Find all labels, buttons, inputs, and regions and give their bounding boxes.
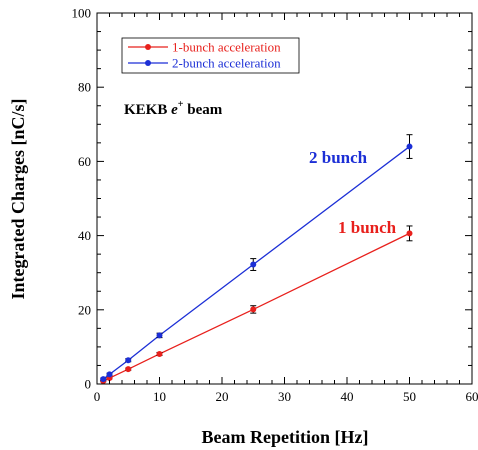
y-tick-label: 0 [85, 377, 92, 392]
annotation-2bunch: 2 bunch [309, 148, 368, 167]
plot-layer [100, 134, 413, 385]
data-point-2bunch [250, 261, 257, 268]
legend-marker-2bunch [145, 60, 151, 66]
data-point-1bunch [250, 306, 257, 313]
data-point-1bunch [125, 366, 132, 373]
series-line-1bunch [102, 232, 410, 382]
x-tick-label: 60 [466, 389, 478, 404]
y-tick-label: 60 [78, 154, 91, 169]
data-point-2bunch [100, 376, 107, 383]
x-tick-label: 30 [278, 389, 291, 404]
data-point-1bunch [406, 230, 413, 237]
beam-suffix: beam [183, 102, 222, 118]
y-tick-label: 20 [78, 302, 91, 317]
x-tick-label: 0 [94, 389, 101, 404]
beam-charge: + [178, 99, 184, 110]
legend-box [121, 37, 300, 74]
data-point-2bunch [406, 143, 413, 150]
y-tick-label: 80 [78, 80, 91, 95]
y-tick-label: 40 [78, 228, 91, 243]
x-tick-label: 50 [403, 389, 416, 404]
legend-label-1bunch: 1-bunch acceleration [172, 40, 281, 55]
beam-prefix: KEKB [124, 102, 171, 118]
data-point-2bunch [125, 357, 132, 364]
data-point-2bunch [156, 332, 163, 339]
series-line-2bunch [102, 146, 410, 380]
legend: 1-bunch acceleration 2-bunch acceleratio… [121, 37, 300, 74]
annotation-1bunch: 1 bunch [338, 218, 397, 237]
data-point-1bunch [156, 350, 163, 357]
axes-layer: 0 10 20 30 40 50 60 0 20 40 60 80 100 [72, 6, 478, 405]
beam-particle: e [171, 102, 178, 118]
legend-label-2bunch: 2-bunch acceleration [172, 56, 281, 71]
data-point-2bunch [106, 371, 113, 378]
x-tick-label: 20 [216, 389, 229, 404]
x-axis-title: Beam Repetition [Hz] [202, 427, 369, 447]
beam-annotation: KEKB e+ beam [124, 99, 223, 118]
y-tick-label: 100 [72, 6, 92, 21]
legend-marker-1bunch [145, 44, 151, 50]
y-axis-title: Integrated Charges [nC/s] [8, 99, 28, 300]
x-tick-label: 10 [153, 389, 166, 404]
x-tick-label: 40 [341, 389, 354, 404]
